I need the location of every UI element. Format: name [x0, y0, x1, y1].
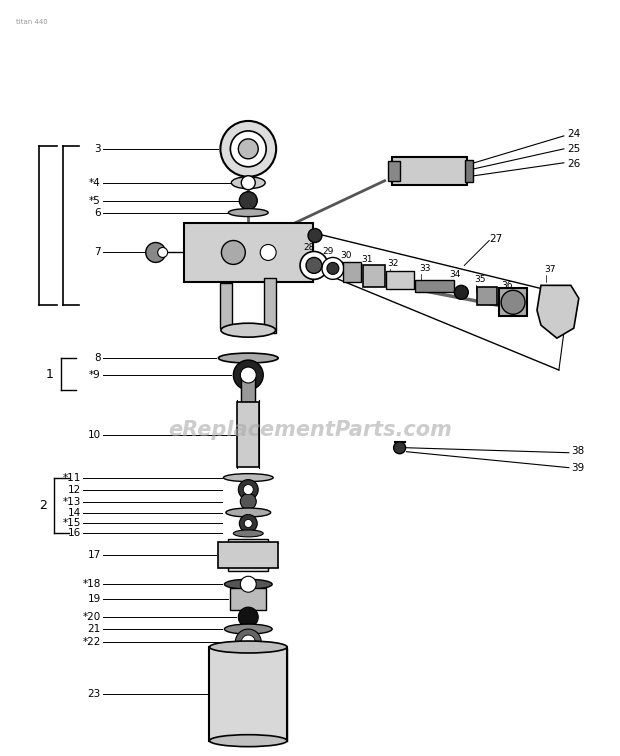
Text: 28: 28 [303, 243, 314, 253]
Text: 21: 21 [87, 624, 101, 634]
Bar [392, 156, 467, 184]
Text: 34: 34 [450, 271, 461, 280]
Text: 23: 23 [87, 689, 101, 699]
Circle shape [146, 243, 166, 262]
Text: 24: 24 [567, 129, 580, 139]
Circle shape [238, 479, 259, 500]
Text: 6: 6 [94, 208, 101, 218]
Circle shape [238, 607, 259, 627]
Ellipse shape [226, 508, 271, 517]
Circle shape [221, 240, 246, 265]
Text: 26: 26 [567, 159, 580, 169]
Text: *15: *15 [63, 519, 81, 528]
Circle shape [239, 515, 257, 532]
Circle shape [241, 494, 256, 510]
Bar [231, 588, 266, 610]
Circle shape [243, 485, 253, 494]
Bar [415, 280, 454, 293]
Ellipse shape [233, 530, 264, 537]
Circle shape [233, 360, 264, 390]
Text: 31: 31 [361, 256, 373, 265]
Circle shape [394, 442, 405, 454]
Circle shape [241, 175, 255, 190]
Text: 16: 16 [68, 528, 81, 538]
Text: 27: 27 [489, 234, 502, 243]
Text: 39: 39 [571, 463, 584, 472]
Text: *11: *11 [63, 472, 81, 482]
Text: *18: *18 [82, 579, 101, 589]
Circle shape [157, 247, 167, 258]
Bar [465, 160, 473, 181]
Text: 25: 25 [567, 144, 580, 153]
Bar [237, 402, 259, 467]
Ellipse shape [228, 209, 268, 217]
Circle shape [231, 131, 266, 167]
Circle shape [220, 121, 276, 177]
Bar [210, 646, 287, 741]
Text: 19: 19 [87, 594, 101, 604]
Circle shape [327, 262, 339, 274]
Bar [388, 161, 400, 181]
Circle shape [308, 228, 322, 243]
Ellipse shape [224, 624, 272, 634]
Text: 10: 10 [88, 430, 101, 440]
Text: 37: 37 [544, 265, 556, 274]
Text: 33: 33 [420, 265, 431, 274]
Text: *4: *4 [89, 178, 101, 187]
Text: 17: 17 [87, 550, 101, 560]
Bar [343, 262, 361, 282]
Circle shape [236, 629, 261, 655]
Circle shape [241, 367, 256, 383]
Ellipse shape [224, 579, 272, 589]
Circle shape [306, 258, 322, 274]
Ellipse shape [223, 474, 273, 482]
Text: *13: *13 [63, 497, 81, 507]
Text: *9: *9 [89, 370, 101, 380]
Text: 32: 32 [388, 259, 399, 268]
Polygon shape [537, 285, 579, 338]
Circle shape [300, 252, 328, 280]
Text: *22: *22 [82, 637, 101, 647]
Text: 8: 8 [94, 353, 101, 363]
Circle shape [241, 576, 256, 592]
Bar [499, 288, 527, 316]
Text: *20: *20 [82, 612, 101, 622]
Bar [228, 539, 268, 572]
Circle shape [260, 244, 276, 260]
Ellipse shape [221, 324, 276, 337]
Bar [220, 283, 232, 327]
Text: titan 440: titan 440 [16, 20, 48, 25]
Text: *5: *5 [89, 196, 101, 206]
Circle shape [244, 519, 252, 528]
Text: 14: 14 [68, 507, 81, 518]
Circle shape [454, 285, 468, 299]
Text: 38: 38 [571, 446, 584, 456]
Bar [477, 287, 497, 305]
Text: 35: 35 [474, 275, 485, 284]
Ellipse shape [210, 735, 287, 747]
Text: 29: 29 [322, 247, 334, 256]
Text: 36: 36 [501, 281, 513, 290]
Text: 1: 1 [45, 367, 53, 380]
Bar [241, 377, 255, 412]
Circle shape [238, 139, 259, 159]
Bar [218, 542, 278, 569]
Bar [363, 265, 384, 287]
Text: 2: 2 [39, 499, 47, 512]
Text: 30: 30 [340, 252, 352, 260]
Text: 12: 12 [68, 485, 81, 494]
Bar [386, 271, 414, 290]
Text: eReplacementParts.com: eReplacementParts.com [168, 420, 452, 440]
Ellipse shape [210, 641, 287, 653]
Circle shape [239, 192, 257, 209]
Bar [264, 278, 276, 333]
Ellipse shape [231, 177, 265, 189]
Bar [184, 222, 313, 282]
Ellipse shape [218, 353, 278, 363]
Circle shape [322, 258, 344, 280]
Circle shape [241, 635, 255, 649]
Circle shape [501, 290, 525, 314]
Text: 3: 3 [94, 144, 101, 153]
Text: 7: 7 [94, 247, 101, 258]
